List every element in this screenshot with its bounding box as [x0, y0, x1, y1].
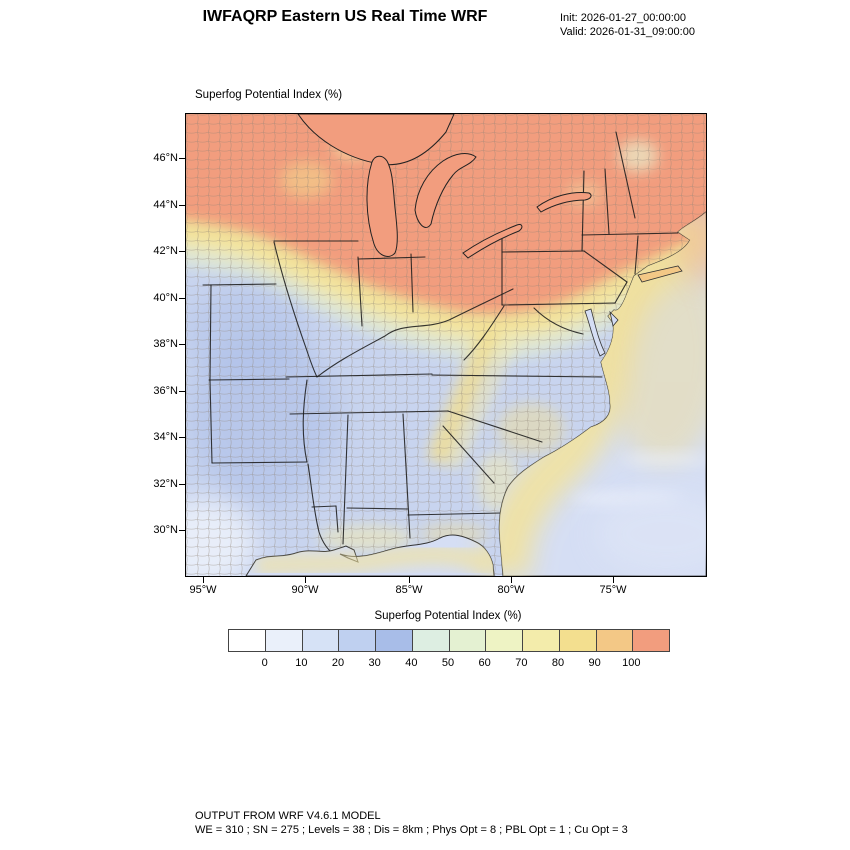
- field-label: Superfog Potential Index (%): [195, 89, 343, 101]
- colorbar-swatch: [265, 630, 303, 651]
- valid-time: Valid: 2026-01-31_09:00:00: [560, 26, 695, 38]
- state-boundaries: [202, 131, 679, 556]
- colorbar-tick-label: 40: [405, 657, 418, 669]
- lake-ontario: [536, 192, 592, 213]
- lat-tick-label: 38°N: [153, 338, 178, 350]
- mid-atlantic-yellow: [604, 244, 706, 464]
- lake-erie: [462, 224, 523, 259]
- lake-superior: [297, 114, 455, 166]
- lon-tick-label: 95°W: [189, 584, 217, 596]
- lat-tick-label: 40°N: [153, 291, 178, 304]
- colorbar-tick-label: 70: [515, 657, 528, 669]
- offshore-pale-streak-2: [619, 453, 706, 465]
- footer-line-1: OUTPUT FROM WRF V4.6.1 MODEL: [195, 810, 381, 822]
- colorbar-swatches: [228, 629, 670, 652]
- colorbar-swatch: [596, 630, 634, 651]
- lake-huron: [414, 153, 477, 228]
- lat-tick-label: 42°N: [153, 245, 178, 257]
- lon-tick-label: 85°W: [395, 584, 423, 596]
- map-frame: [185, 113, 707, 577]
- colorbar-tick-label: 20: [331, 657, 345, 669]
- colorbar-tick-label: 90: [588, 657, 601, 669]
- colorbar-tick-label: 50: [441, 657, 455, 669]
- lake-michigan: [366, 155, 398, 257]
- page-title: IWFAQRP Eastern US Real Time WRF: [202, 8, 488, 25]
- lat-tick-label: 30°N: [153, 524, 178, 536]
- colorbar-tick-label: 60: [478, 657, 491, 669]
- lat-tick-label: 46°N: [153, 152, 178, 164]
- colorbar-swatch: [449, 630, 487, 651]
- far-offshore-pale: [596, 494, 706, 574]
- colorbar-swatch: [302, 630, 340, 651]
- great-lakes: [297, 114, 592, 259]
- colorbar-swatch: [412, 630, 450, 651]
- footer-line-2: WE = 310 ; SN = 275 ; Levels = 38 ; Dis …: [195, 824, 628, 836]
- lon-tick-label: 75°W: [599, 584, 627, 596]
- colorbar-swatch: [229, 630, 266, 651]
- delaware-bay: [609, 310, 619, 327]
- colorbar-tick-label: 100: [622, 657, 641, 669]
- colorbar-tick-label: 0: [261, 657, 268, 669]
- colorbar-title: Superfog Potential Index (%): [374, 610, 522, 622]
- lon-tick-label: 90°W: [291, 584, 319, 596]
- colorbar-tick-label: 10: [295, 657, 308, 669]
- map-canvas: [186, 114, 706, 576]
- ocean: [245, 211, 706, 576]
- colorbar-swatch: [339, 630, 376, 651]
- colorbar-swatch: [486, 630, 523, 651]
- colorbar-swatch: [633, 630, 669, 651]
- lat-tick-label: 44°N: [153, 198, 178, 211]
- colorbar-swatch: [523, 630, 560, 651]
- lat-tick-label: 36°N: [153, 384, 178, 397]
- colorbar-tick-label: 30: [368, 657, 381, 669]
- lat-tick-label: 34°N: [153, 431, 178, 443]
- footer-notes: OUTPUT FROM WRF V4.6.1 MODEL WE = 310 ; …: [195, 809, 628, 837]
- colorbar-swatch: [376, 630, 413, 651]
- chesapeake-bay: [584, 308, 606, 357]
- colorbar-ticks: 0 10 20 30 40 50 60 70 80 90 100: [228, 657, 668, 671]
- colorbar-tick-label: 80: [551, 657, 565, 669]
- gulf-nearshore-yellow: [255, 544, 496, 576]
- init-time: Init: 2026-01-27_00:00:00: [560, 12, 686, 24]
- long-island: [637, 265, 683, 283]
- colorbar-swatch: [559, 630, 597, 651]
- lat-tick-label: 32°N: [153, 477, 178, 490]
- lon-tick-label: 80°W: [497, 584, 525, 596]
- northeast-offshore-orange-2: [676, 212, 706, 284]
- run-time-info: Init: 2026-01-27_00:00:00 Valid: 2026-01…: [560, 11, 695, 39]
